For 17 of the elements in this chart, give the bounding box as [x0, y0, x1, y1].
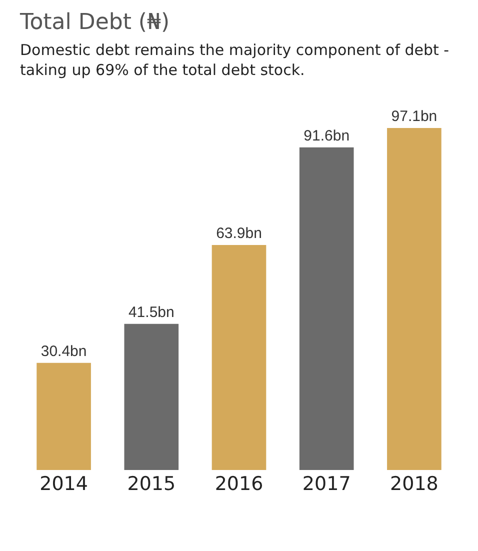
data-label: 41.5bn [128, 304, 174, 321]
chart-subtitle: Domestic debt remains the majority component of debt - taking up 69% of the total debt stock. [20, 41, 450, 80]
bar [124, 324, 179, 470]
bar [36, 362, 91, 470]
data-label: 97.1bn [391, 108, 438, 125]
chart-title: Total Debt (₦) [20, 10, 171, 35]
x-tick-label: 2018 [390, 473, 438, 495]
x-tick-label: 2017 [302, 473, 351, 495]
x-tick-label: 2016 [214, 473, 264, 495]
x-tick-label: 2015 [127, 473, 176, 495]
bar [212, 244, 266, 470]
x-tick-label: 2014 [40, 473, 88, 495]
data-label: 91.6bn [304, 127, 350, 144]
data-label: 63.9bn [216, 224, 262, 242]
bar [387, 128, 442, 470]
bar [299, 147, 354, 470]
data-label: 30.4bn [40, 342, 87, 360]
